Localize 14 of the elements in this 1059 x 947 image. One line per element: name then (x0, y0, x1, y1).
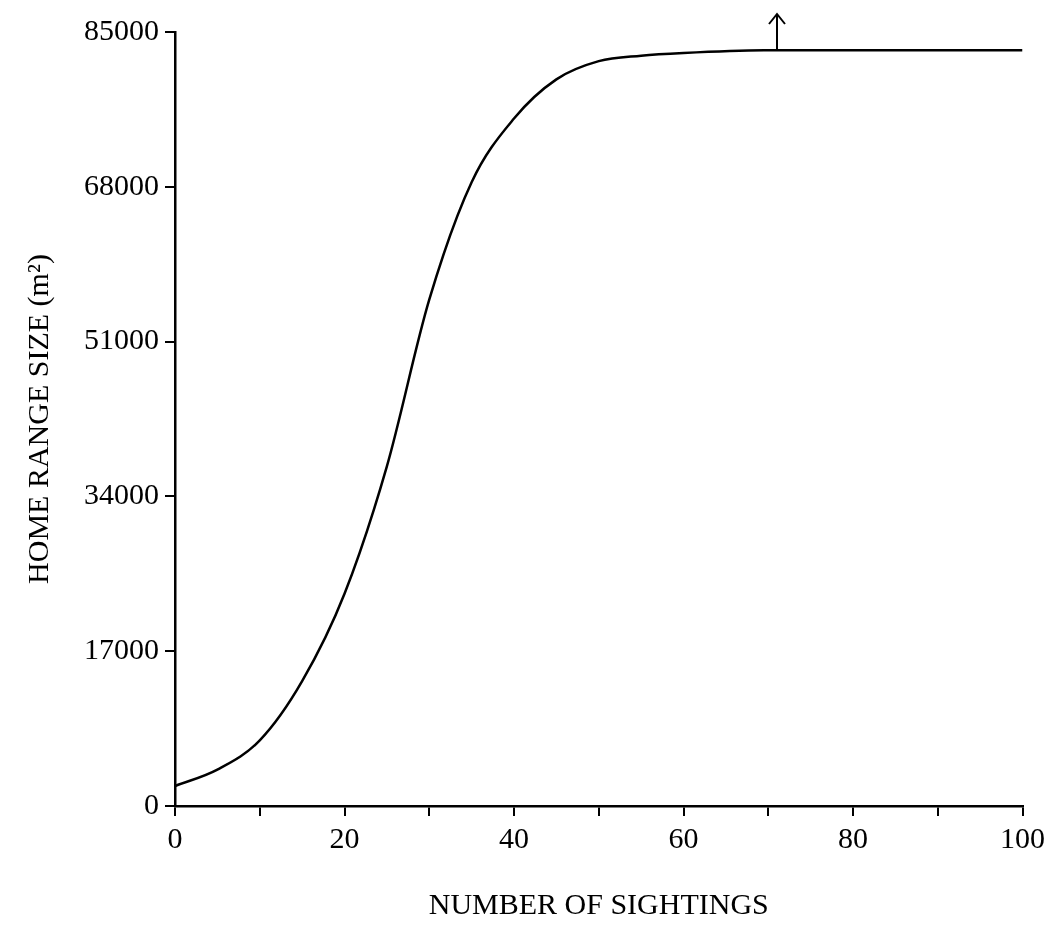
x-tick-label: 80 (838, 820, 868, 854)
y-axis-title: HOME RANGE SIZE (m²) (20, 254, 55, 584)
x-tick-label: 100 (1000, 820, 1045, 854)
y-tick-label: 34000 (84, 477, 159, 511)
x-tick-label: 20 (329, 820, 360, 854)
x-axis-title: NUMBER OF SIGHTINGS (428, 886, 769, 920)
x-tick-label: 60 (668, 820, 699, 854)
y-tick-label: 0 (144, 786, 159, 820)
y-tick-label: 17000 (84, 632, 159, 666)
x-tick-label: 40 (499, 820, 529, 854)
y-tick-label: 51000 (84, 322, 159, 356)
x-tick-label: 0 (167, 820, 183, 854)
y-tick-label: 68000 (84, 167, 159, 201)
y-tick-label: 85000 (84, 12, 159, 46)
